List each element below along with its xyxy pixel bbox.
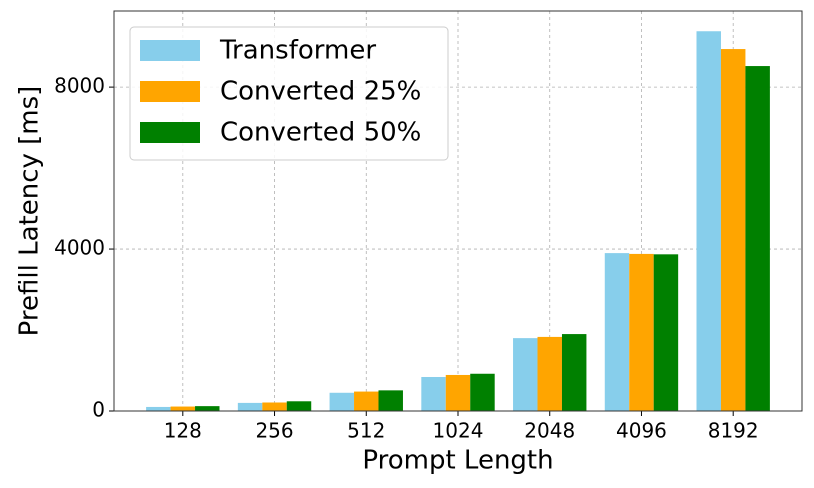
bar xyxy=(195,406,220,411)
bar xyxy=(445,374,471,411)
legend-swatch xyxy=(140,81,200,102)
x-tick-label: 2048 xyxy=(524,419,575,443)
plot-frame xyxy=(113,10,803,412)
legend-swatch xyxy=(140,40,200,61)
bar xyxy=(421,376,446,411)
bar xyxy=(720,49,746,412)
legend-box xyxy=(129,26,449,161)
bar xyxy=(629,253,654,411)
x-tick-label: 128 xyxy=(164,419,202,443)
bar xyxy=(653,254,679,411)
bar xyxy=(262,402,287,411)
bar xyxy=(561,334,587,411)
x-axis-label: Prompt Length xyxy=(362,446,553,476)
legend-swatch xyxy=(140,122,200,143)
bar xyxy=(286,401,312,411)
bar xyxy=(696,31,721,411)
y-tick-label: 8000 xyxy=(54,74,105,98)
bar xyxy=(378,390,403,411)
bar xyxy=(745,66,770,411)
x-tick-label: 8192 xyxy=(708,419,759,443)
bar xyxy=(470,373,495,411)
legend-label: Converted 50% xyxy=(220,118,421,148)
y-axis-label: Prefill Latency [ms] xyxy=(15,86,45,337)
bar xyxy=(537,336,562,411)
bar xyxy=(237,402,263,411)
x-tick-label: 4096 xyxy=(616,419,667,443)
x-tick-label: 512 xyxy=(347,419,385,443)
x-tick-label: 1024 xyxy=(433,419,484,443)
bar xyxy=(604,253,630,411)
bar xyxy=(170,406,196,411)
legend-label: Converted 25% xyxy=(220,77,421,107)
y-tick-label: 0 xyxy=(92,398,105,422)
bar xyxy=(146,406,171,411)
bar xyxy=(329,392,355,411)
bar xyxy=(354,391,379,411)
legend-label: Transformer xyxy=(219,36,376,66)
x-tick-label: 256 xyxy=(255,419,293,443)
bar xyxy=(513,338,538,411)
y-tick-label: 4000 xyxy=(54,236,105,260)
